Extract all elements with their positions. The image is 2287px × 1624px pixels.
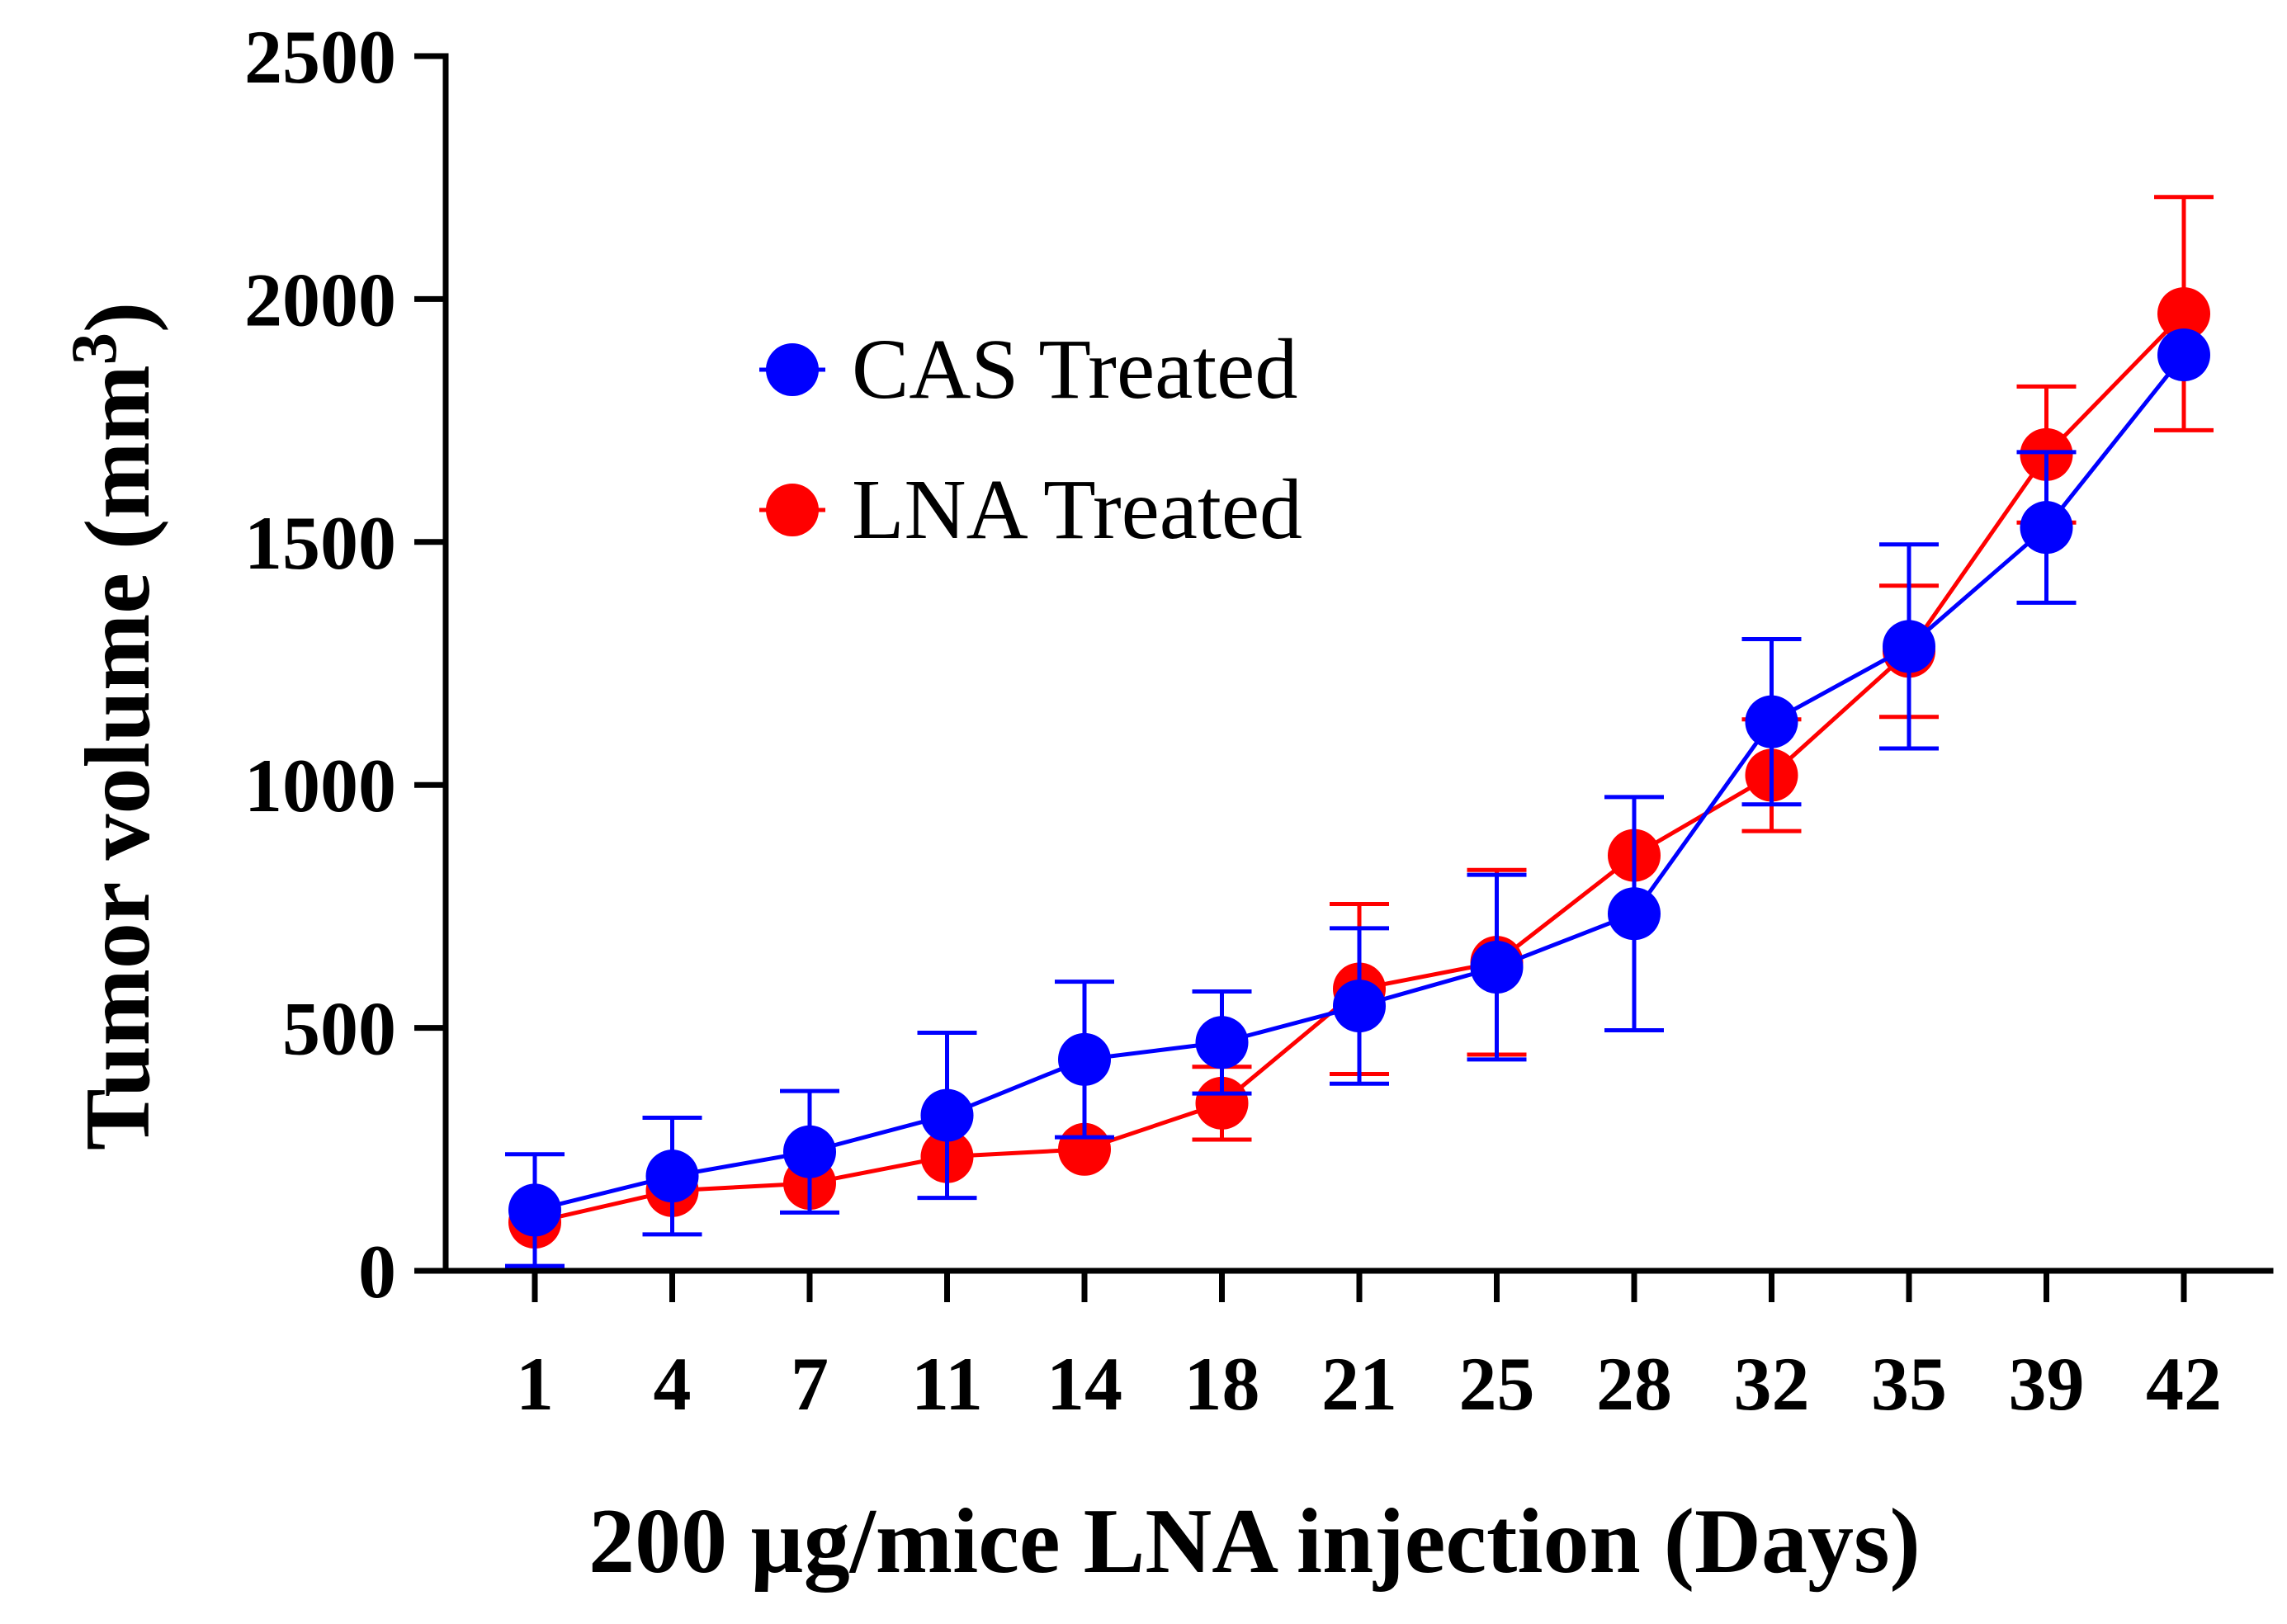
y-tick-label: 0	[358, 1230, 396, 1314]
series-line-lna-treated	[534, 312, 2185, 1225]
y-axis-title-text: Tumor volume (mm	[67, 365, 169, 1150]
x-tick-label: 1	[516, 1342, 554, 1426]
y-axis-title: Tumor volume (mm3)	[58, 302, 169, 1150]
y-axis-title-close: )	[67, 302, 169, 333]
x-tick-label: 39	[2009, 1342, 2085, 1426]
data-point-cas-treated	[508, 1183, 561, 1237]
x-tick-label: 28	[1596, 1342, 1672, 1426]
x-tick-label: 11	[911, 1342, 983, 1426]
data-point-cas-treated	[1883, 620, 1935, 673]
data-point-cas-treated	[783, 1125, 836, 1178]
x-tick-label: 35	[1871, 1342, 1947, 1426]
data-point-lna-treated	[1195, 1076, 1249, 1130]
data-point-cas-treated	[1745, 695, 1798, 748]
data-point-cas-treated	[1470, 941, 1524, 994]
y-tick-label: 2000	[244, 257, 396, 342]
legend-label-cas-treated: CAS Treated	[852, 322, 1297, 417]
y-axis-title-superscript: 3	[58, 333, 130, 365]
legend-label-lna-treated: LNA Treated	[852, 462, 1302, 557]
data-point-cas-treated	[645, 1150, 699, 1203]
y-tick-label: 1500	[244, 501, 396, 585]
y-tick-label: 500	[282, 987, 396, 1071]
data-point-cas-treated	[2020, 501, 2073, 555]
data-point-cas-treated	[1333, 980, 1386, 1033]
x-axis-title: 200 µg/mice LNA injection (Days)	[588, 1490, 1921, 1593]
x-tick-label: 7	[791, 1342, 829, 1426]
data-point-cas-treated	[2157, 328, 2210, 382]
legend: CAS Treated LNA Treated	[759, 322, 1302, 557]
series-layer	[505, 195, 2214, 1268]
data-point-cas-treated	[1608, 887, 1661, 941]
y-tick-label: 1000	[244, 744, 396, 828]
legend-item-lna-treated: LNA Treated	[759, 462, 1302, 557]
data-point-cas-treated	[1058, 1032, 1111, 1086]
series-cas-treated	[505, 328, 2210, 1268]
data-point-cas-treated	[920, 1088, 974, 1142]
x-tick-label: 25	[1459, 1342, 1535, 1426]
legend-marker-cas-treated	[766, 343, 819, 396]
x-tick-label: 18	[1184, 1342, 1260, 1426]
data-point-cas-treated	[1195, 1016, 1249, 1069]
x-tick-label: 21	[1321, 1342, 1397, 1426]
y-tick-label: 2500	[244, 15, 396, 99]
x-tick-label: 32	[1734, 1342, 1810, 1426]
series-lna-treated	[508, 195, 2214, 1249]
x-tick-label: 42	[2146, 1342, 2222, 1426]
x-tick-label: 14	[1047, 1342, 1122, 1426]
legend-marker-lna-treated	[766, 484, 819, 536]
x-tick-label: 4	[654, 1342, 692, 1426]
legend-item-cas-treated: CAS Treated	[759, 322, 1297, 417]
data-point-lna-treated	[2157, 287, 2210, 341]
